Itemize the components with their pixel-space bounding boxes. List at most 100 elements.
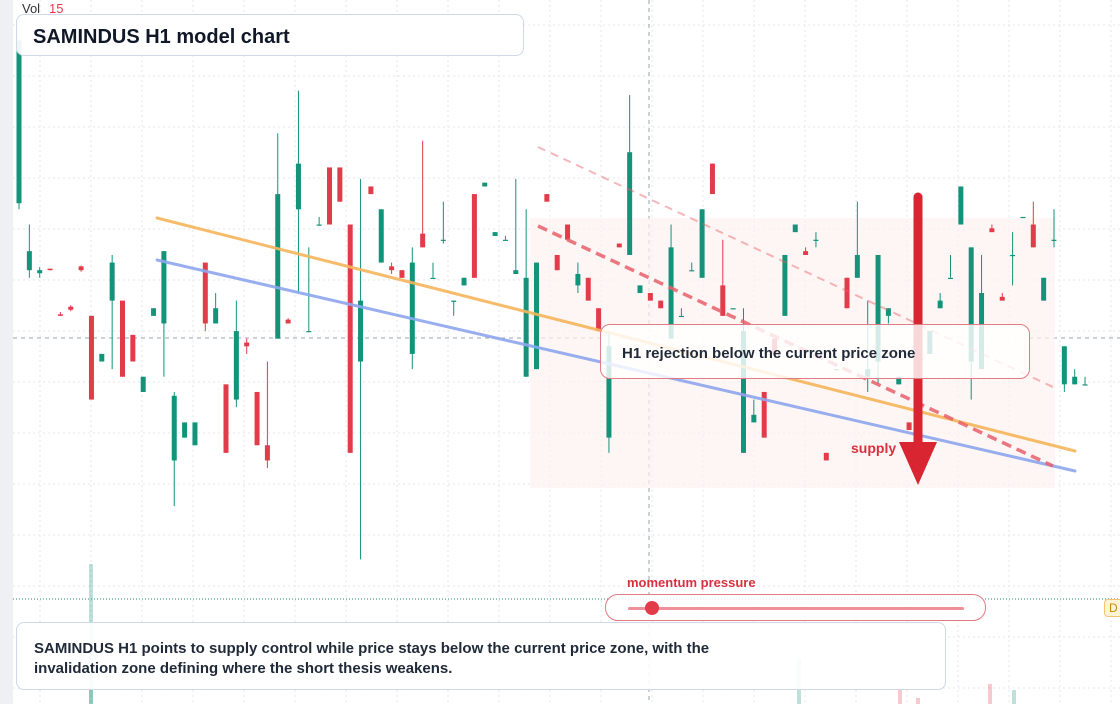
- candle-body: [844, 277, 850, 309]
- candle-body: [554, 254, 560, 271]
- candle: [233, 300, 239, 408]
- candle: [502, 235, 508, 241]
- candle: [275, 133, 281, 339]
- candle-body: [151, 308, 157, 316]
- candle-body: [337, 167, 343, 202]
- candle: [47, 268, 53, 271]
- candle-body: [523, 277, 529, 377]
- candle-body: [1051, 239, 1057, 241]
- candle: [689, 262, 695, 272]
- candle-body: [823, 452, 829, 461]
- candle: [358, 178, 364, 560]
- candle-body: [120, 300, 125, 377]
- candle: [37, 267, 43, 278]
- candle-body: [140, 376, 146, 392]
- candle-body: [596, 308, 602, 332]
- candle-body: [213, 308, 219, 324]
- candle: [699, 209, 705, 278]
- candle-body: [730, 308, 736, 310]
- candle-body: [637, 285, 643, 294]
- candle: [1030, 201, 1036, 248]
- candle: [523, 209, 529, 377]
- candle-body: [202, 262, 208, 324]
- candle: [1010, 232, 1016, 286]
- candle-body: [782, 254, 788, 316]
- candle-body: [1010, 254, 1016, 257]
- chart-title: SAMINDUS H1 model chart: [33, 26, 290, 48]
- candle-body: [906, 422, 912, 431]
- candle: [885, 308, 891, 324]
- candle-body: [647, 293, 653, 301]
- candle-body: [295, 163, 301, 210]
- candle: [709, 163, 715, 195]
- momentum-label: momentum pressure: [627, 575, 756, 590]
- candle-body: [440, 239, 446, 241]
- candle-body: [761, 391, 767, 438]
- candle-body: [399, 270, 405, 278]
- volume-value: 15: [49, 1, 64, 16]
- volume-label: Vol: [22, 1, 41, 16]
- candle-body: [792, 224, 798, 233]
- candle-body: [482, 182, 488, 187]
- candle: [730, 308, 736, 310]
- supply-projection-line: [537, 146, 1054, 388]
- candle-body: [585, 277, 591, 301]
- candle: [647, 293, 653, 301]
- momentum-knob: [644, 601, 659, 615]
- candle-body: [1030, 224, 1036, 248]
- candle: [451, 300, 457, 316]
- candle: [565, 224, 571, 240]
- candle-body: [513, 270, 519, 274]
- candle: [389, 262, 395, 274]
- candle-body: [316, 224, 322, 226]
- candle: [461, 277, 467, 286]
- candle-body: [999, 296, 1005, 301]
- candle: [471, 194, 477, 278]
- price-tag: D: [1104, 599, 1120, 617]
- candle: [575, 262, 581, 294]
- candle-body: [358, 300, 364, 362]
- candle: [420, 140, 426, 248]
- candle: [57, 312, 63, 316]
- candle-body: [409, 262, 415, 354]
- candle-body: [430, 277, 436, 279]
- candle-body: [678, 315, 684, 318]
- candle: [316, 216, 322, 226]
- candle: [161, 251, 167, 377]
- candle-body: [264, 445, 270, 461]
- candle: [948, 254, 953, 279]
- candle-body: [606, 346, 612, 438]
- candle-body: [1041, 277, 1047, 301]
- summary-text: SAMINDUS H1 points to supply control whi…: [34, 640, 710, 677]
- candle: [1051, 209, 1057, 248]
- candle: [989, 224, 995, 233]
- candle: [1082, 376, 1088, 386]
- left-rail: [0, 0, 13, 704]
- candle: [306, 247, 312, 333]
- candle: [202, 262, 208, 332]
- summary-panel: SAMINDUS H1 points to supply control whi…: [16, 622, 946, 690]
- candle-body: [368, 186, 374, 195]
- candle-body: [16, 40, 22, 204]
- candle-body: [171, 395, 177, 461]
- candle-body: [689, 270, 695, 272]
- candle: [513, 178, 519, 274]
- candle-body: [130, 334, 136, 362]
- candle-body: [68, 306, 74, 310]
- price-tag-text: D: [1109, 601, 1118, 615]
- candle: [109, 254, 115, 370]
- candle: [26, 224, 32, 278]
- candle-body: [233, 331, 239, 400]
- candle-body: [378, 209, 384, 263]
- candle-body: [699, 209, 705, 278]
- candle-body: [958, 186, 964, 225]
- down-arrow-icon: [899, 442, 937, 485]
- candle: [213, 293, 219, 324]
- candle-body: [244, 342, 250, 347]
- candle: [120, 300, 125, 377]
- candle: [958, 186, 964, 225]
- candle: [813, 232, 819, 248]
- candle-body: [937, 300, 943, 309]
- candle: [327, 167, 332, 225]
- candle: [88, 315, 94, 400]
